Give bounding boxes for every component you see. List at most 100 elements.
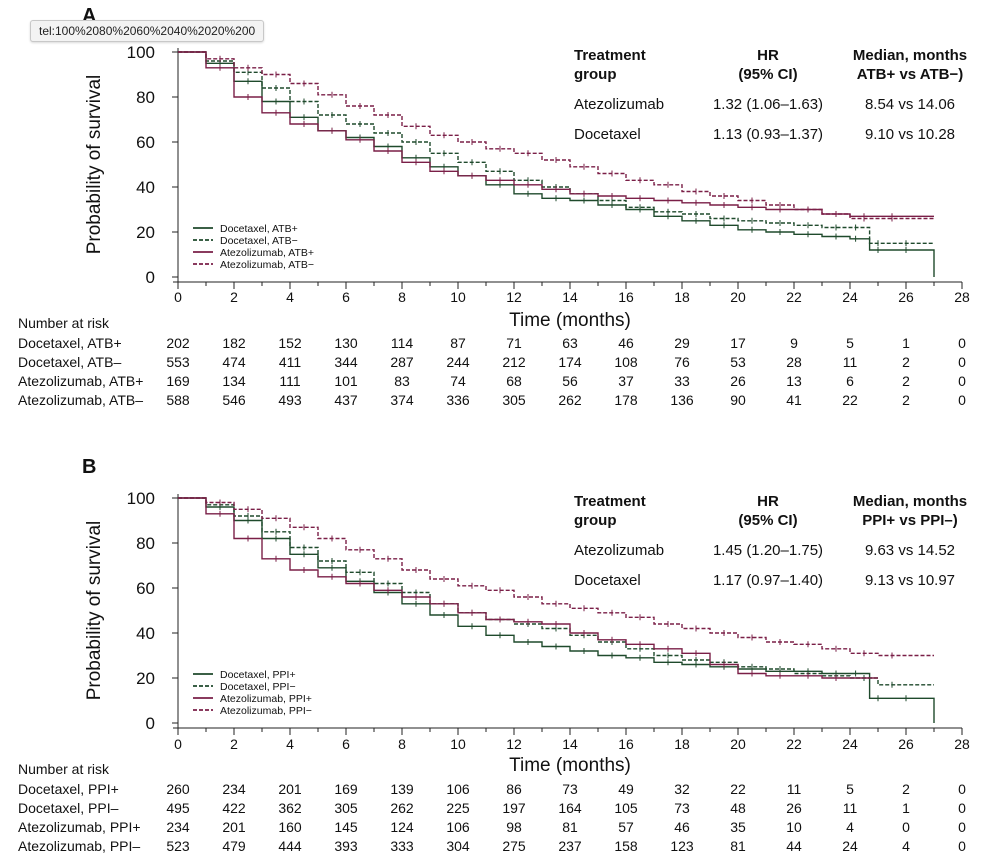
- risk-count: 0: [958, 354, 966, 370]
- risk-count: 178: [614, 392, 638, 408]
- risk-count: 437: [334, 392, 358, 408]
- y-axis-label: Probability of survival: [84, 521, 105, 701]
- risk-count: 46: [674, 819, 690, 835]
- legend-label: Docetaxel, ATB−: [220, 235, 298, 247]
- link-tooltip: tel:100%2080%2060%2040%2020%200: [30, 20, 265, 42]
- risk-count: 11: [787, 781, 802, 797]
- risk-count: 0: [958, 800, 966, 816]
- risk-count: 63: [562, 335, 578, 351]
- risk-count: 169: [334, 781, 358, 797]
- risk-count: 44: [786, 838, 802, 854]
- risk-count: 393: [334, 838, 358, 854]
- risk-count: 41: [786, 392, 802, 408]
- risk-count: 305: [334, 800, 358, 816]
- survival-curve: [178, 497, 935, 723]
- risk-count: 1: [902, 800, 910, 816]
- risk-count: 71: [506, 335, 522, 351]
- risk-count: 234: [166, 819, 190, 835]
- panel-label: B: [82, 456, 96, 478]
- risk-count: 262: [390, 800, 414, 816]
- y-tick-label: 60: [136, 133, 155, 152]
- legend-label: Docetaxel, PPI+: [220, 669, 296, 681]
- survival-curve: [178, 497, 878, 679]
- risk-count: 124: [390, 819, 414, 835]
- risk-count: 134: [222, 373, 246, 389]
- y-tick-label: 40: [136, 624, 155, 643]
- risk-count: 152: [278, 335, 302, 351]
- risk-count: 2: [902, 392, 910, 408]
- x-tick-label: 12: [506, 289, 522, 305]
- risk-count: 81: [730, 838, 746, 854]
- risk-count: 136: [670, 392, 694, 408]
- risk-count: 0: [958, 819, 966, 835]
- risk-count: 90: [730, 392, 746, 408]
- x-tick-label: 12: [506, 736, 522, 752]
- risk-count: 4: [902, 838, 910, 854]
- x-tick-label: 6: [342, 289, 350, 305]
- risk-count: 53: [730, 354, 746, 370]
- risk-count: 139: [390, 781, 414, 797]
- risk-count: 11: [843, 354, 858, 370]
- risk-count: 234: [222, 781, 246, 797]
- legend-label: Docetaxel, PPI−: [220, 681, 296, 693]
- risk-count: 202: [166, 335, 190, 351]
- risk-count: 29: [674, 335, 690, 351]
- risk-count: 106: [446, 781, 470, 797]
- risk-count: 73: [562, 781, 578, 797]
- risk-row-label: Atezolizumab, PPI+: [18, 819, 141, 835]
- risk-count: 182: [222, 335, 246, 351]
- risk-count: 83: [394, 373, 410, 389]
- risk-count: 130: [334, 335, 358, 351]
- summary-cell: 9.13 vs 10.97: [865, 572, 955, 589]
- risk-count: 37: [618, 373, 634, 389]
- legend-label: Atezolizumab, ATB−: [220, 259, 314, 271]
- risk-count: 0: [902, 819, 910, 835]
- summary-cell: 8.54 vs 14.06: [865, 96, 955, 113]
- risk-row-label: Atezolizumab, ATB+: [18, 373, 143, 389]
- survival-curve: [178, 51, 935, 277]
- risk-count: 13: [786, 373, 802, 389]
- summary-cell: Docetaxel: [574, 572, 641, 589]
- summary-header: PPI+ vs PPI–): [862, 512, 957, 529]
- risk-count: 588: [166, 392, 190, 408]
- risk-count: 10: [786, 819, 802, 835]
- x-tick-label: 18: [674, 289, 690, 305]
- x-tick-label: 20: [730, 736, 746, 752]
- risk-count: 212: [502, 354, 526, 370]
- x-tick-label: 2: [230, 736, 238, 752]
- risk-count: 304: [446, 838, 470, 854]
- risk-table-title: Number at risk: [18, 315, 110, 331]
- risk-count: 201: [222, 819, 246, 835]
- y-tick-label: 100: [127, 43, 155, 62]
- risk-count: 114: [391, 335, 414, 351]
- risk-count: 201: [278, 781, 302, 797]
- risk-count: 87: [450, 335, 466, 351]
- risk-count: 145: [334, 819, 358, 835]
- summary-header: Treatment: [574, 47, 646, 64]
- risk-count: 5: [846, 335, 854, 351]
- risk-count: 344: [334, 354, 358, 370]
- risk-count: 174: [558, 354, 582, 370]
- risk-row-label: Docetaxel, ATB–: [18, 354, 121, 370]
- risk-count: 2: [902, 354, 910, 370]
- y-tick-label: 100: [127, 489, 155, 508]
- risk-count: 1: [902, 335, 910, 351]
- risk-count: 26: [730, 373, 746, 389]
- y-tick-label: 80: [136, 88, 155, 107]
- risk-count: 57: [618, 819, 634, 835]
- risk-count: 422: [222, 800, 246, 816]
- x-tick-label: 4: [286, 736, 294, 752]
- risk-count: 237: [558, 838, 582, 854]
- risk-count: 24: [842, 838, 858, 854]
- y-tick-label: 20: [136, 223, 155, 242]
- risk-count: 287: [390, 354, 414, 370]
- summary-cell: 9.63 vs 14.52: [865, 542, 955, 559]
- risk-count: 98: [506, 819, 522, 835]
- risk-count: 305: [502, 392, 526, 408]
- y-tick-label: 80: [136, 534, 155, 553]
- risk-count: 160: [278, 819, 302, 835]
- risk-table-title: Number at risk: [18, 761, 110, 777]
- x-tick-label: 18: [674, 736, 690, 752]
- summary-header: Median, months: [853, 493, 967, 510]
